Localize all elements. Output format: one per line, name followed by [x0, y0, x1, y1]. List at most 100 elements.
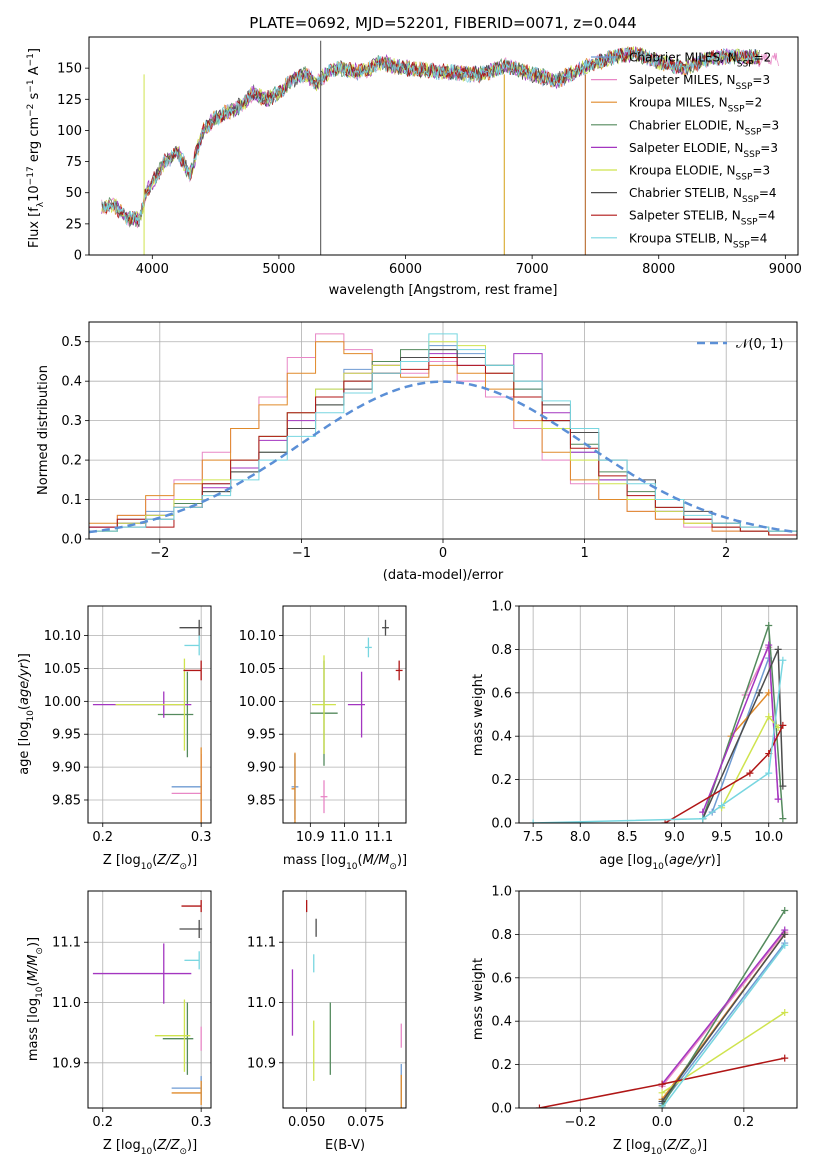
y-axis-label: mass weight [471, 674, 486, 756]
error-bar-point [382, 619, 389, 636]
y-tick-label: 0.4 [61, 375, 82, 390]
panel-weight-vs-age: 7.5 8.0 8.5 9.0 9.5 10.0 0.0 0.2 0.4 0.6 0.8 1.0 [491, 600, 798, 845]
y-tick-label: 9.85 [52, 793, 81, 808]
weight-marker [765, 641, 773, 649]
error-bar-point [171, 1080, 202, 1105]
y-tick-label: 0.0 [491, 1102, 512, 1117]
y-tick-label: 0.2 [491, 1058, 512, 1073]
weight-marker [781, 930, 789, 938]
x-tick-label: 0.050 [288, 1115, 325, 1130]
error-bar-point [347, 671, 365, 738]
y-tick-label: 100 [57, 124, 82, 139]
y-tick-label: 150 [57, 62, 82, 77]
weight-marker [535, 1104, 543, 1108]
weight-marker [779, 721, 787, 729]
x-tick-label: 1 [580, 546, 588, 561]
legend-label: Kroupa ELODIE, NSSP=3 [629, 164, 770, 183]
weight-marker [699, 815, 707, 823]
y-tick-label: 0.0 [61, 533, 82, 548]
legend-label: Chabrier MILES, NSSP=2 [629, 51, 771, 70]
x-tick-label: 7000 [516, 262, 549, 277]
x-tick-label: 8.0 [570, 830, 591, 845]
x-tick-label: 0.075 [347, 1115, 384, 1130]
y-tick-label: 0.2 [61, 454, 82, 469]
weight-line [664, 725, 784, 823]
legend-label: Salpeter MILES, NSSP=3 [629, 73, 770, 92]
x-tick-label: 11.1 [364, 830, 393, 845]
y-tick-label: 11.1 [247, 936, 276, 951]
error-bar-point [312, 655, 336, 754]
x-tick-label: −0.2 [565, 1115, 597, 1130]
x-tick-label: 10.9 [296, 830, 325, 845]
panel-age-vs-mass: 10.9 11.0 11.1 9.85 9.90 9.95 10.00 10.05 10.10 [239, 605, 407, 845]
y-tick-label: 11.1 [52, 936, 81, 951]
error-bar-point [365, 637, 372, 658]
panel-age-vs-Z: 0.2 0.3 9.85 9.90 9.95 10.00 10.05 10.10 [44, 605, 212, 845]
y-tick-label: 9.85 [247, 793, 276, 808]
legend-label: Kroupa STELIB, NSSP=4 [629, 231, 767, 250]
plot-area [529, 622, 787, 823]
weight-marker [781, 1009, 789, 1017]
weight-marker [765, 769, 773, 777]
x-tick-label: 0 [439, 546, 447, 561]
plot-area [92, 619, 203, 823]
legend-label: Kroupa MILES, NSSP=2 [629, 96, 762, 115]
error-bar-point [92, 943, 192, 1004]
panel-spectrum: 4000 5000 6000 7000 8000 9000 0 25 50 75 100 125 150 [57, 36, 802, 277]
y-tick-label: 0.4 [491, 730, 512, 745]
weight-line [661, 929, 786, 1085]
weight-marker [779, 656, 787, 664]
y-tick-label: 0.1 [61, 493, 82, 508]
y-tick-label: 10.00 [239, 695, 276, 710]
axes-frame [87, 890, 212, 1109]
y-tick-label: 50 [65, 186, 82, 201]
error-bar-point [320, 780, 328, 814]
axes-frame [282, 605, 407, 824]
panel-residuals: −2 −1 0 1 2 0.0 0.1 0.2 0.3 0.4 0.5 [61, 321, 798, 561]
panel-mass-vs-Z: 0.2 0.3 10.9 11.0 11.1 [52, 890, 212, 1130]
x-tick-label: 2 [722, 546, 730, 561]
x-axis-label: (data-model)/error [383, 568, 504, 583]
x-axis-label: wavelength [Angstrom, rest frame] [329, 283, 558, 298]
x-tick-label: −2 [150, 546, 169, 561]
error-bar-point [115, 658, 186, 751]
histogram-step [89, 341, 797, 536]
plot-area [101, 40, 779, 255]
error-bar-point [291, 752, 296, 823]
y-axis-label: Flux [fλ10−17 erg cm−2 s−1 A−1] [26, 48, 46, 248]
x-axis-label: E(B-V) [325, 1138, 365, 1153]
x-tick-label: 0.0 [652, 1115, 673, 1130]
x-tick-label: −1 [292, 546, 311, 561]
y-tick-label: 0.8 [491, 643, 512, 658]
axes-frame [282, 890, 407, 1109]
error-bar-point [179, 919, 203, 939]
legend-label: Salpeter ELODIE, NSSP=3 [629, 141, 778, 160]
weight-marker [781, 1054, 789, 1062]
error-bar-point [179, 619, 203, 636]
y-tick-label: 9.95 [52, 728, 81, 743]
y-tick-label: 10.9 [247, 1056, 276, 1071]
y-tick-label: 10.05 [44, 662, 81, 677]
plot-area [535, 907, 789, 1108]
legend-label: Salpeter STELIB, NSSP=4 [629, 209, 775, 228]
weight-marker [529, 819, 537, 823]
y-tick-label: 125 [57, 93, 82, 108]
y-tick-label: 9.90 [52, 761, 81, 776]
y-tick-label: 1.0 [491, 885, 512, 900]
x-tick-label: 7.5 [523, 830, 544, 845]
axes-frame [88, 321, 798, 540]
y-tick-label: 75 [65, 155, 82, 170]
y-tick-label: 10.00 [44, 695, 81, 710]
legend: Chabrier MILES, NSSP=2 Salpeter MILES, NS… [591, 51, 779, 250]
weight-marker [755, 689, 763, 697]
weight-marker [658, 1104, 666, 1108]
x-tick-label: 0.3 [191, 830, 212, 845]
error-bar-point [162, 1002, 194, 1075]
legend-label: 𝒩(0, 1) [736, 337, 783, 352]
axes-frame [87, 605, 212, 824]
axes-frame [88, 36, 799, 256]
weight-line [661, 942, 786, 1105]
normal-curve [89, 380, 795, 534]
y-axis-label: mass weight [471, 958, 486, 1040]
